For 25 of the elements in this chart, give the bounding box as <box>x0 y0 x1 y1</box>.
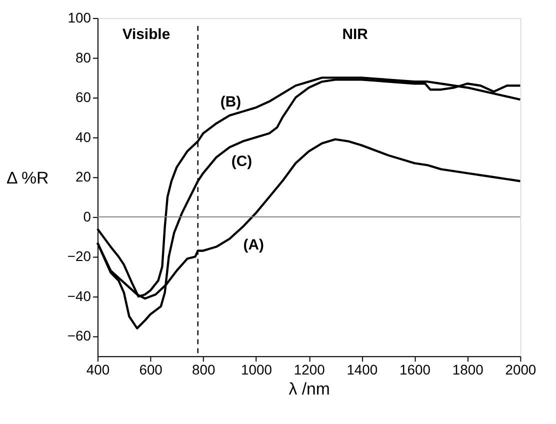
x-tick-label: 1400 <box>346 362 378 378</box>
y-tick-label: 20 <box>76 168 92 185</box>
y-tick-label: 80 <box>76 49 92 66</box>
y-axis-title: Δ %R <box>6 168 49 188</box>
y-tick-label: −60 <box>67 328 92 344</box>
annotation: NIR <box>342 26 368 43</box>
annotation: Visible <box>122 26 170 43</box>
annotation: (C) <box>231 154 252 170</box>
y-tick-label: −40 <box>67 288 92 304</box>
x-tick-label: 600 <box>139 362 163 378</box>
x-tick-label: 1800 <box>452 362 484 378</box>
x-tick-label: 800 <box>192 362 216 378</box>
x-tick-label: 1600 <box>400 362 431 378</box>
y-tick-label: 40 <box>76 128 92 145</box>
x-tick-label: 1000 <box>241 362 272 378</box>
y-tick-label: −20 <box>67 248 92 264</box>
annotation: (B) <box>220 94 242 111</box>
x-tick-label: 400 <box>86 362 110 378</box>
x-tick-label: 2000 <box>505 362 536 378</box>
x-axis-title: λ /nm <box>288 379 330 398</box>
y-tick-label: 100 <box>68 9 92 26</box>
annotation: (A) <box>243 238 264 254</box>
y-tick-label: 0 <box>83 208 92 224</box>
x-tick-label: 1200 <box>294 362 326 378</box>
y-tick-label: 60 <box>76 89 92 106</box>
